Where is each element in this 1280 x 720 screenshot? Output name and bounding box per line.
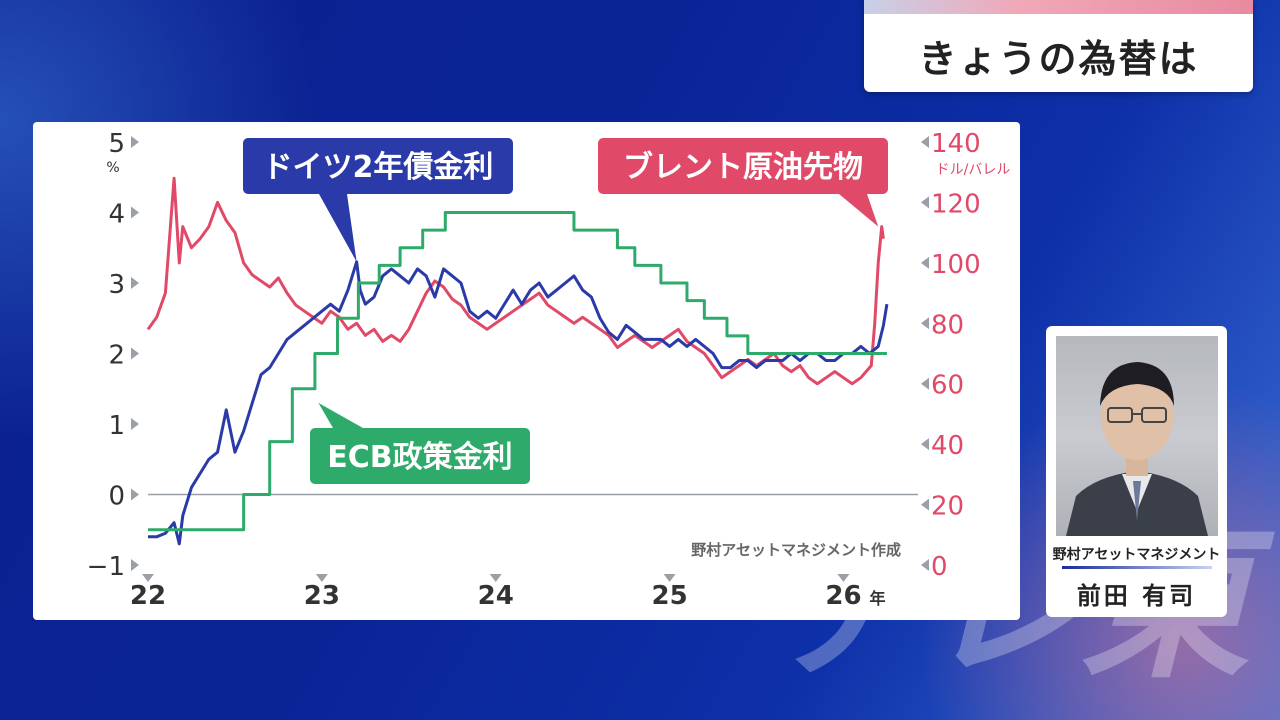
right-tick-label: 120 xyxy=(931,189,981,219)
right-tick-marker xyxy=(921,559,929,571)
speaker-card: 野村アセットマネジメント 前田 有司 xyxy=(1046,326,1227,617)
left-tick-marker xyxy=(131,136,139,148)
series-label: ドイツ2年債金利 xyxy=(263,150,494,185)
source-note: 野村アセットマネジメント作成 xyxy=(691,541,901,559)
callout-box xyxy=(598,138,888,194)
right-axis-unit: ドル/バレル xyxy=(936,162,1011,178)
x-tick-label: 24 xyxy=(478,581,514,611)
right-tick-marker xyxy=(921,438,929,451)
x-tick-label: 26 xyxy=(825,581,861,611)
right-tick-marker xyxy=(921,196,929,209)
callout-pointer xyxy=(319,194,357,262)
right-tick-marker xyxy=(921,377,929,390)
right-tick-label: 100 xyxy=(931,250,981,280)
right-axis: 140 120 100 80 60 40 20 0 ドル/バレル xyxy=(921,129,1010,582)
right-tick-marker xyxy=(921,256,929,269)
title-accent-strip xyxy=(864,0,1253,14)
left-tick-label: 2 xyxy=(108,341,125,371)
right-tick-label: 0 xyxy=(931,552,948,582)
series-label-callout: ブレント原油先物 xyxy=(598,138,888,227)
callout-pointer xyxy=(318,402,363,428)
x-tick-label: 22 xyxy=(130,581,166,611)
org-underline xyxy=(1062,566,1212,569)
x-tick-marker xyxy=(315,574,328,582)
speaker-name: 前田 有司 xyxy=(1076,582,1197,610)
x-axis-unit: 年 xyxy=(869,589,885,608)
right-tick-label: 20 xyxy=(931,492,964,522)
right-tick-label: 140 xyxy=(931,129,981,159)
callout-box xyxy=(243,138,513,194)
right-tick-marker xyxy=(921,498,929,511)
speaker-photo xyxy=(1056,336,1218,536)
right-tick-label: 40 xyxy=(931,431,964,461)
callout-box xyxy=(310,428,530,484)
right-tick-marker xyxy=(921,136,929,148)
series-label: ECB政策金利 xyxy=(327,440,512,475)
x-tick-label: 23 xyxy=(304,581,340,611)
left-axis-unit: % xyxy=(106,160,119,176)
series-line xyxy=(148,211,887,532)
left-tick-marker xyxy=(131,418,139,430)
left-tick-label: 3 xyxy=(108,270,125,300)
x-tick-marker xyxy=(663,574,676,582)
series-label: ブレント原油先物 xyxy=(623,150,863,185)
left-tick-marker xyxy=(131,277,139,289)
right-tick-label: 60 xyxy=(931,371,964,401)
x-tick-marker xyxy=(489,574,502,582)
left-tick-label: 0 xyxy=(108,482,125,512)
labels-layer: 野村アセットマネジメント作成 ドイツ2年債金利 ブレント原油先物 ECB政策金利 xyxy=(243,138,901,559)
left-tick-marker xyxy=(131,347,139,360)
x-tick-label: 25 xyxy=(651,581,687,611)
speaker-organization: 野村アセットマネジメント xyxy=(1052,547,1221,563)
left-axis: 5 4 3 2 1 0 −1% xyxy=(87,129,139,582)
chart-card: 5 4 3 2 1 0 −1% 140 120 100 80 60 40 20 0 ドル/バレル 22 23 2… xyxy=(33,122,1020,620)
callout-pointer xyxy=(839,194,879,227)
x-axis: 22 23 24 25 26 年 xyxy=(130,493,918,611)
right-tick-marker xyxy=(921,317,929,330)
left-tick-marker xyxy=(131,559,139,571)
right-tick-label: 80 xyxy=(931,310,964,340)
left-tick-label: 5 xyxy=(108,129,125,159)
left-tick-label: 4 xyxy=(108,200,125,230)
left-tick-marker xyxy=(131,206,139,219)
series-line xyxy=(146,176,885,386)
x-tick-marker xyxy=(837,574,850,582)
left-tick-marker xyxy=(131,488,139,501)
left-tick-label: 1 xyxy=(108,411,125,441)
left-tick-label: −1 xyxy=(87,552,125,582)
series-layer xyxy=(146,176,889,546)
series-label-callout: ドイツ2年債金利 xyxy=(243,138,513,262)
series-line xyxy=(148,260,889,546)
x-tick-marker xyxy=(142,574,154,582)
header-title-box: きょうの為替は xyxy=(864,0,1253,92)
series-label-callout: ECB政策金利 xyxy=(310,402,530,484)
page-title: きょうの為替は xyxy=(918,37,1199,81)
